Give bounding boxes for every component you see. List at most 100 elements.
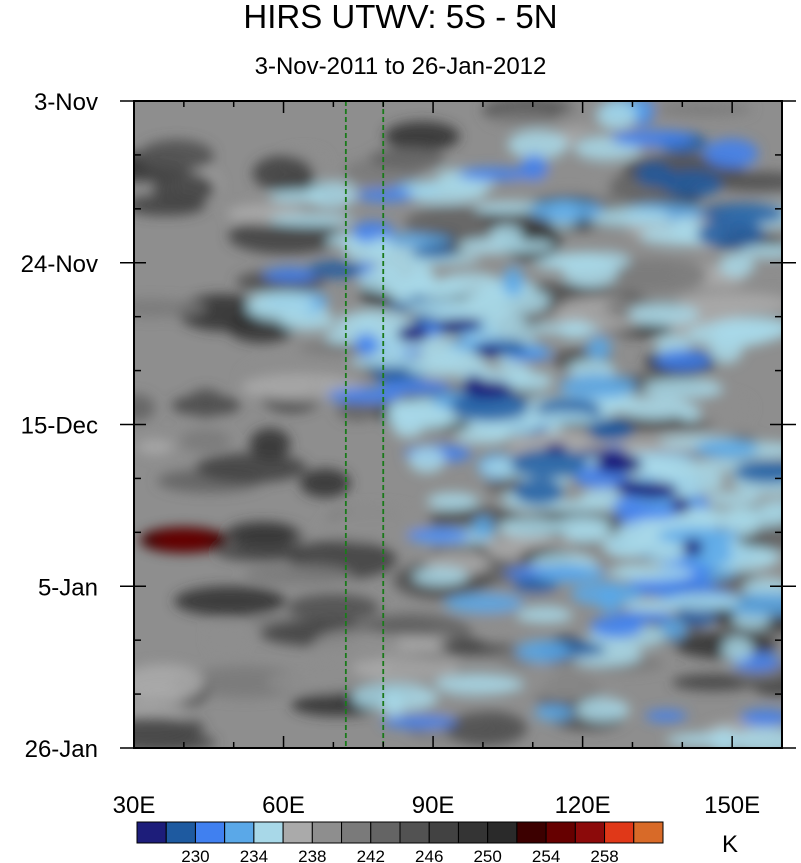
contour-blob bbox=[711, 727, 738, 748]
contour-blob bbox=[400, 179, 487, 204]
contour-blob bbox=[252, 155, 314, 192]
colorbar-swatch bbox=[487, 821, 518, 844]
contour-blob bbox=[722, 636, 754, 662]
colorbar-tick-label: 258 bbox=[590, 847, 618, 863]
contour-blob bbox=[515, 640, 571, 663]
contour-blob bbox=[406, 528, 471, 543]
y-tick-label: 3-Nov bbox=[34, 89, 98, 116]
colorbar-swatch bbox=[224, 821, 255, 844]
contour-blob bbox=[225, 521, 298, 548]
y-tick-label: 5-Jan bbox=[38, 574, 98, 601]
contour-blob bbox=[505, 371, 554, 392]
contour-blob bbox=[700, 203, 782, 225]
contour-blob bbox=[598, 584, 622, 614]
contour-blob bbox=[426, 492, 479, 510]
contour-blob bbox=[611, 129, 695, 148]
contour-blob bbox=[299, 468, 351, 498]
colorbar-swatch bbox=[457, 821, 489, 844]
contour-blob bbox=[563, 523, 608, 543]
contour-blob bbox=[228, 218, 343, 255]
contour-blob bbox=[473, 201, 547, 214]
contour-blob bbox=[134, 394, 156, 422]
contour-blob bbox=[208, 621, 245, 655]
y-tick-label: 15-Dec bbox=[21, 413, 98, 440]
colorbar-swatch bbox=[545, 821, 576, 844]
contour-blob bbox=[134, 687, 187, 701]
contour-blob bbox=[529, 199, 604, 222]
y-axis: 3-Nov 24-Nov 15-Dec 5-Jan 26-Jan bbox=[21, 89, 796, 763]
contour-blob bbox=[326, 387, 403, 404]
contour-blob bbox=[195, 452, 308, 483]
contour-blob bbox=[351, 683, 438, 711]
contour-blob bbox=[490, 225, 524, 245]
contour-blob bbox=[520, 154, 548, 181]
colorbar-swatch bbox=[428, 821, 459, 844]
contour-blob bbox=[249, 428, 291, 460]
contour-blob bbox=[659, 618, 687, 640]
contour-blob bbox=[215, 543, 311, 562]
colorbar-swatch bbox=[574, 821, 606, 844]
colorbar-swatch bbox=[311, 821, 343, 844]
contour-blob bbox=[559, 374, 637, 399]
contour-blob bbox=[524, 662, 612, 702]
contour-blob bbox=[517, 607, 573, 624]
contour-blob bbox=[535, 564, 606, 583]
contour-blob bbox=[710, 333, 743, 364]
contour-blob bbox=[533, 258, 596, 270]
colorbar: 230 234 238 242 246 250 254 258 K bbox=[136, 821, 738, 863]
contour-blob bbox=[752, 551, 782, 564]
contour-blob bbox=[266, 670, 389, 694]
contour-blob bbox=[628, 481, 679, 500]
dry-spot-core bbox=[153, 531, 214, 550]
contour-blob bbox=[657, 527, 740, 545]
contour-blob bbox=[389, 277, 416, 304]
contour-blob bbox=[719, 253, 755, 277]
contour-blob bbox=[586, 335, 612, 361]
y-tick-label: 26-Jan bbox=[25, 736, 98, 763]
y-tick-label: 24-Nov bbox=[21, 251, 98, 278]
contour-field bbox=[134, 101, 782, 748]
contour-blob bbox=[457, 167, 532, 181]
x-tick-label: 60E bbox=[262, 792, 305, 819]
contour-blob bbox=[529, 411, 596, 426]
contour-blob bbox=[669, 593, 741, 611]
colorbar-swatch bbox=[136, 821, 167, 844]
x-tick-label: 120E bbox=[555, 792, 611, 819]
contour-blob bbox=[381, 715, 458, 729]
contour-blob bbox=[589, 615, 644, 639]
contour-blob bbox=[134, 716, 205, 741]
contour-blob bbox=[474, 344, 505, 358]
x-tick-label: 90E bbox=[412, 792, 455, 819]
colorbar-tick-label: 250 bbox=[473, 847, 501, 863]
contour-blob bbox=[597, 453, 642, 473]
contour-blob bbox=[439, 638, 488, 653]
colorbar-swatch bbox=[165, 821, 196, 844]
contour-blob bbox=[595, 258, 709, 293]
contour-blob bbox=[444, 593, 524, 614]
contour-blob bbox=[587, 208, 672, 227]
reference-lines bbox=[344, 101, 385, 748]
contour-blob bbox=[384, 121, 460, 152]
colorbar-unit: K bbox=[722, 831, 738, 858]
contour-blob bbox=[243, 564, 354, 585]
contour-blob bbox=[654, 349, 712, 372]
contour-blob bbox=[586, 418, 634, 441]
contour-blob bbox=[734, 727, 782, 748]
contour-blob bbox=[576, 698, 630, 722]
contour-blob bbox=[179, 429, 231, 453]
colorbar-swatch bbox=[633, 821, 664, 844]
colorbar-swatch bbox=[194, 821, 226, 844]
colorbar-tick-label: 238 bbox=[298, 847, 326, 863]
contour-blob bbox=[369, 147, 446, 170]
contour-blob bbox=[437, 318, 483, 332]
contour-blob bbox=[386, 399, 414, 429]
contour-blob bbox=[660, 169, 723, 198]
contour-blob bbox=[607, 565, 695, 581]
contour-blob bbox=[352, 656, 459, 681]
contour-blob bbox=[279, 309, 336, 331]
contour-blob bbox=[139, 139, 214, 173]
contour-blob bbox=[355, 188, 415, 202]
contour-blob bbox=[248, 291, 316, 313]
contour-blob bbox=[336, 399, 379, 421]
contour-blob bbox=[624, 599, 685, 613]
